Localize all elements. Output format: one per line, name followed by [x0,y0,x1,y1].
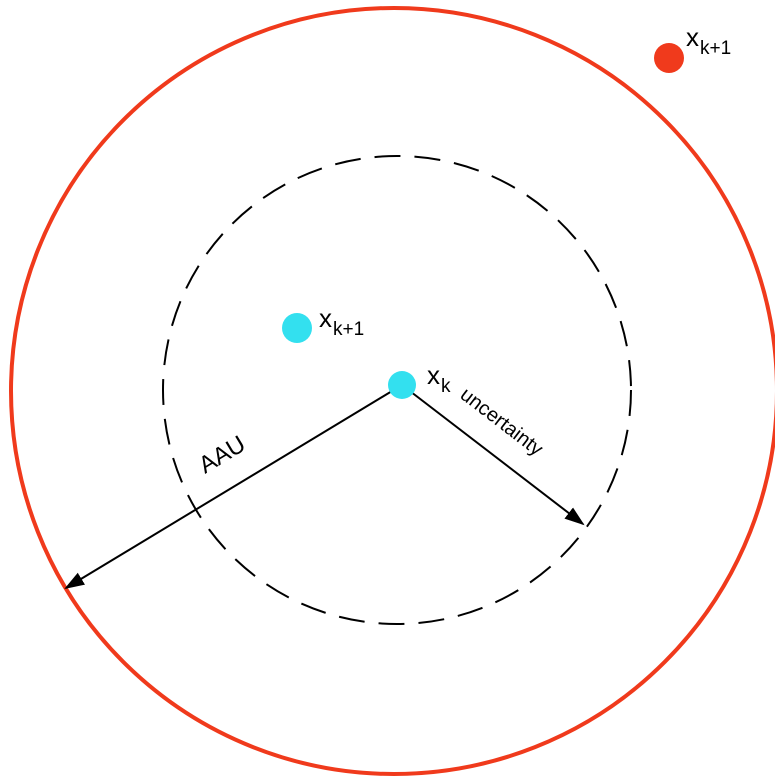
label-xk1-inner: xk+1 [319,303,364,340]
aau-arrow [64,384,403,590]
point-xk1-outer [654,43,684,73]
label-xk: xk [427,360,451,397]
label-aau: AAU [194,431,250,480]
aau-circle [9,6,775,776]
uncertainty-arrow [401,384,585,526]
label-xk1-outer: xk+1 [686,22,731,59]
label-uncertainty: uncertainty [456,384,547,461]
point-xk [388,371,416,399]
uncertainty-circle [162,155,632,625]
point-xk1-inner [282,313,312,343]
